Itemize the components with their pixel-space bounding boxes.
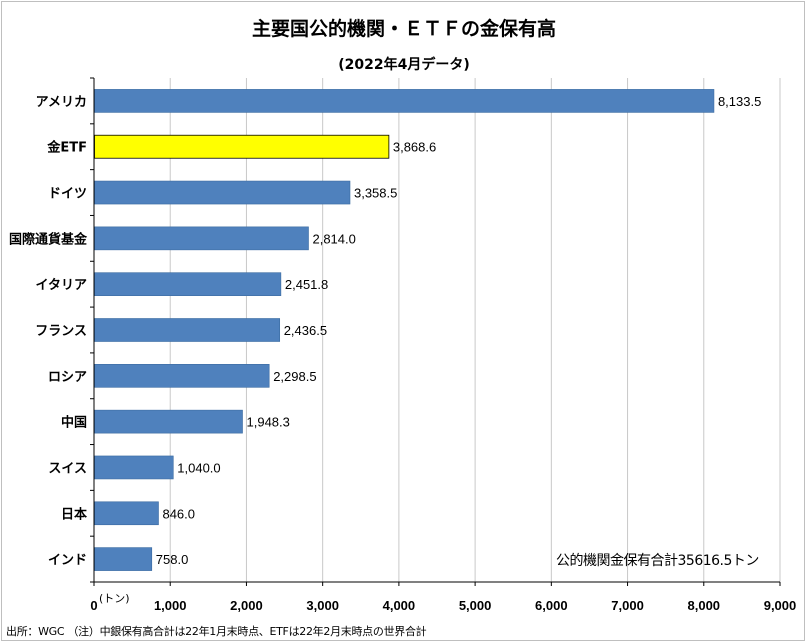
bar-value-label: 2,436.5 bbox=[284, 323, 327, 338]
y-category-label: ドイツ bbox=[48, 187, 87, 202]
y-category-label: フランス bbox=[35, 324, 87, 339]
total-annotation: 公的機関金保有合計35616.5トン bbox=[556, 553, 759, 569]
x-tick-label: 4,000 bbox=[383, 598, 416, 613]
bar bbox=[94, 180, 351, 205]
x-tick-label: 2,000 bbox=[230, 598, 263, 613]
source-note: 出所：WGC （注）中銀保有高合計は22年1月末時点、ETFは22年2月末時点の… bbox=[6, 625, 427, 638]
bar bbox=[94, 455, 174, 480]
bar-value-label: 1,040.0 bbox=[177, 460, 220, 475]
y-category-label: 日本 bbox=[61, 506, 87, 522]
bar-value-label: 2,298.5 bbox=[273, 369, 316, 384]
x-tick-label: 7,000 bbox=[611, 598, 644, 613]
x-tick-label: 5,000 bbox=[459, 598, 492, 613]
chart-title: 主要国公的機関・ＥＴＦの金保有高 bbox=[251, 18, 556, 40]
x-tick-label: 8,000 bbox=[688, 598, 721, 613]
bar bbox=[94, 134, 390, 159]
bar-value-label: 1,948.3 bbox=[247, 415, 290, 430]
x-tick-label: 0 bbox=[90, 598, 97, 613]
bar bbox=[94, 318, 281, 342]
x-tick-label: 9,000 bbox=[764, 598, 797, 613]
bar bbox=[94, 409, 243, 434]
bar-value-label: 3,358.5 bbox=[354, 186, 397, 201]
labels: 0 1,000 2,000 3,000 4,000 5,000 6,000 7,000 8,00… bbox=[9, 94, 796, 613]
bar-value-label: 758.0 bbox=[156, 552, 189, 567]
x-tick-label: 6,000 bbox=[535, 598, 568, 613]
y-category-label: イタリア bbox=[36, 278, 87, 293]
y-category-label: 金ETF bbox=[46, 140, 87, 156]
y-category-label: ロシア bbox=[48, 370, 87, 385]
bars bbox=[94, 89, 715, 571]
chart-subtitle: (2022年4月データ) bbox=[338, 57, 470, 73]
y-category-label: 国際通貨基金 bbox=[9, 231, 88, 247]
bar bbox=[94, 547, 153, 571]
x-tick-label: 3,000 bbox=[306, 598, 339, 613]
bar bbox=[94, 501, 159, 526]
bar bbox=[94, 272, 282, 296]
y-category-label: 中国 bbox=[61, 415, 87, 431]
y-category-label: スイス bbox=[48, 461, 87, 476]
y-category-label: インド bbox=[48, 553, 87, 568]
bar bbox=[94, 226, 309, 251]
bar-value-label: 8,133.5 bbox=[718, 94, 761, 109]
y-category-label: アメリカ bbox=[36, 95, 87, 110]
x-tick-label: 1,000 bbox=[154, 598, 187, 613]
axes bbox=[90, 77, 781, 586]
x-axis-unit-label: (トン) bbox=[99, 592, 130, 605]
bar-value-label: 3,868.6 bbox=[393, 140, 436, 155]
bar bbox=[94, 89, 715, 113]
bar bbox=[94, 364, 270, 388]
bar-value-label: 2,451.8 bbox=[285, 277, 328, 292]
bar-value-label: 846.0 bbox=[162, 506, 195, 521]
bar-value-label: 2,814.0 bbox=[312, 231, 355, 246]
